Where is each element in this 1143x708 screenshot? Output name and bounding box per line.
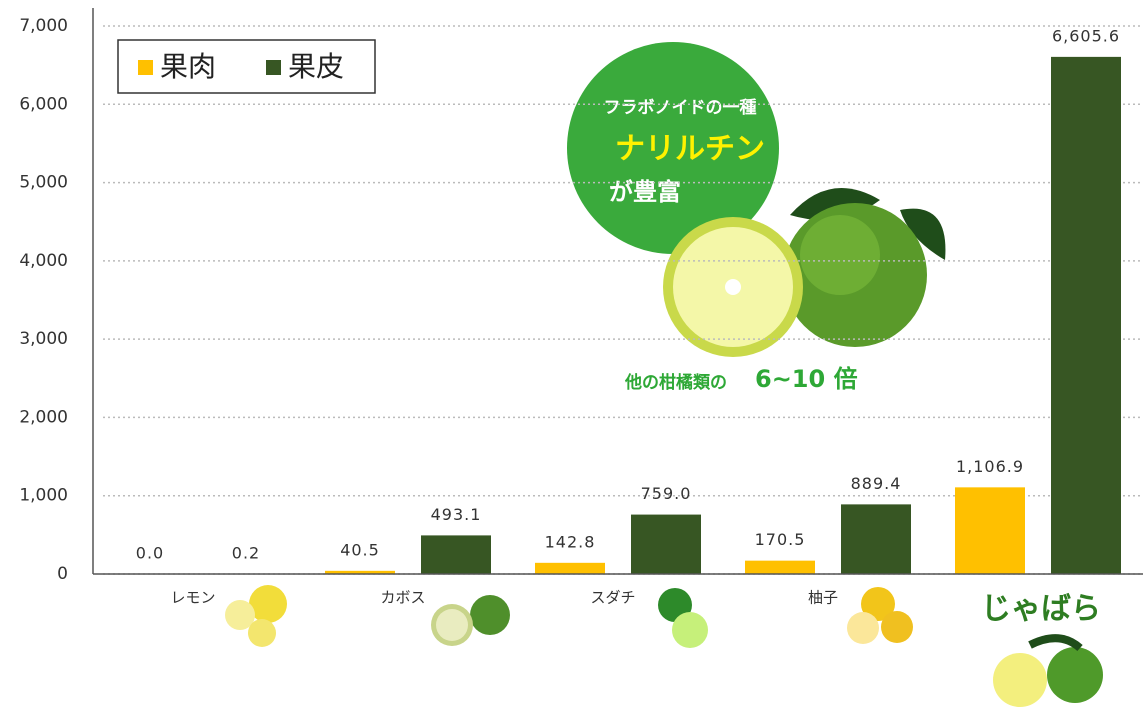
fruit-icon: [431, 595, 510, 646]
x-tick-label: スダチ: [590, 589, 635, 607]
annotation-text: 他の柑橘類の: [624, 372, 727, 393]
value-label: 759.0: [641, 484, 692, 503]
x-tick-label: カボス: [380, 589, 425, 607]
fruit-icon: [658, 588, 708, 648]
value-label: 142.8: [545, 532, 596, 551]
y-tick-label: 6,000: [19, 94, 68, 114]
y-tick-label: 1,000: [19, 486, 68, 506]
bar: [955, 487, 1025, 574]
annotation-text: ナリルチン: [615, 132, 765, 167]
bar: [1051, 57, 1121, 574]
bar: [841, 504, 911, 574]
y-tick-label: 5,000: [19, 173, 68, 193]
fruit-icon: [993, 638, 1103, 707]
value-label: 0.2: [232, 543, 260, 562]
value-label: 170.5: [755, 530, 806, 549]
y-tick-label: 2,000: [19, 407, 68, 427]
value-label: 40.5: [340, 540, 380, 559]
legend-label: 果肉: [160, 50, 216, 83]
bar: [631, 515, 701, 574]
y-tick-label: 4,000: [19, 251, 68, 271]
x-tick-label: じゃばら: [981, 592, 1101, 627]
x-tick-label: レモン: [170, 589, 215, 607]
legend-swatch: [266, 60, 281, 75]
fruit-icon: [225, 585, 287, 647]
value-label: 1,106.9: [956, 457, 1024, 476]
bar: [421, 535, 491, 574]
x-tick-label: 柚子: [808, 589, 838, 607]
bar: [535, 563, 605, 574]
fruit-icon: [847, 587, 913, 644]
y-tick-label: 3,000: [19, 329, 68, 349]
annotation-text: フラボノイドの一種: [604, 97, 757, 118]
value-label: 0.0: [136, 544, 164, 563]
y-tick-label: 0: [57, 564, 68, 584]
value-label: 6,605.6: [1052, 26, 1120, 45]
bar: [745, 561, 815, 574]
legend-swatch: [138, 60, 153, 75]
value-label: 889.4: [851, 474, 902, 493]
y-tick-label: 7,000: [19, 16, 68, 36]
legend-label: 果皮: [288, 50, 344, 83]
chart: フラボノイドの一種 ナリルチン が豊富 他の柑橘類の 6~10 倍 01,000…: [0, 0, 1143, 708]
annotation-text: 6~10 倍: [755, 365, 858, 393]
value-label: 493.1: [431, 505, 482, 524]
